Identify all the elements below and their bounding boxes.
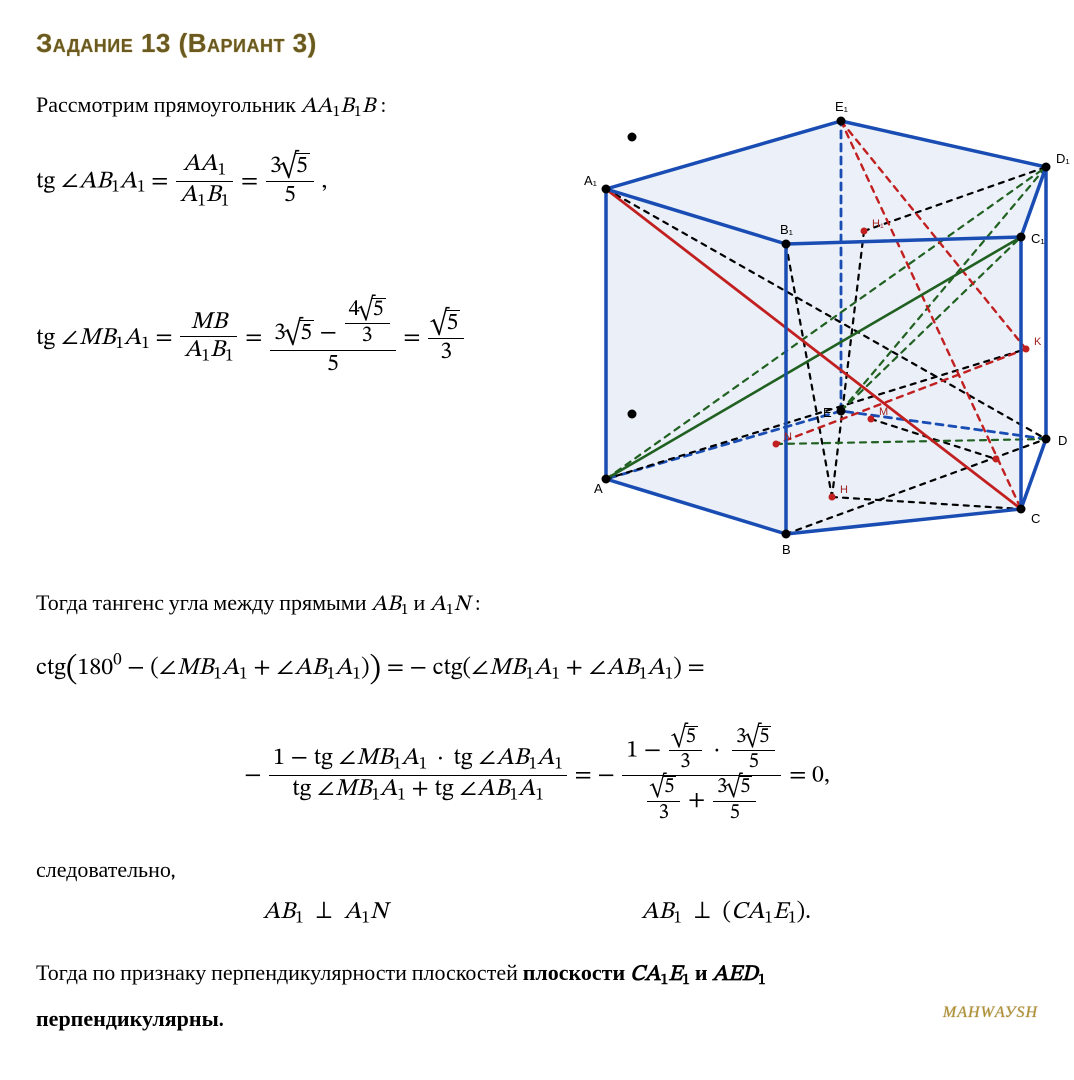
svg-text:M: M	[879, 406, 888, 418]
svg-text:B: B	[782, 542, 791, 557]
svg-text:N: N	[784, 431, 792, 443]
svg-text:D: D	[1058, 433, 1067, 448]
svg-text:D₁: D₁	[1056, 151, 1070, 166]
equation-2: tg MB1A1 = MB A1B1 = 35 − 45 3	[36, 298, 576, 378]
final-para: Тогда по признаку перпендикулярности пло…	[36, 951, 1038, 1041]
perp-statements: AB1 A1N AB1 (CA1E1).	[136, 897, 938, 929]
svg-text:H₁: H₁	[872, 218, 884, 230]
intro-text: Рассмотрим прямоугольник	[36, 92, 301, 118]
figure-column: A B C D E A₁ B₁ C₁ D₁ E₁ H₁ M N K H	[576, 89, 1074, 569]
svg-text:K: K	[1034, 336, 1042, 348]
page-title: Задание 13 (Вариант 3)	[36, 28, 1038, 59]
then-tangent-line: Тогда тангенс угла между прямыми AB1 и A…	[36, 587, 1038, 623]
svg-text:E₁: E₁	[835, 99, 849, 114]
svg-text:H: H	[840, 484, 848, 496]
svg-text:C₁: C₁	[1031, 231, 1045, 246]
prism-diagram: A B C D E A₁ B₁ C₁ D₁ E₁ H₁ M N K H	[576, 89, 1074, 569]
equation-1: tg AB1A1 = AA1 A1B1 = 35 5 ,	[36, 151, 576, 212]
svg-text:B₁: B₁	[780, 222, 794, 237]
ctg-line: ctg(1800 − (MB1A1 + AB1A1)) = − ctg(MB1A…	[36, 649, 1038, 690]
svg-text:C: C	[1031, 511, 1040, 526]
left-column: Рассмотрим прямоугольник AA1B1B : tg AB1…	[36, 89, 576, 420]
therefore-text: следовательно,	[36, 854, 1038, 887]
page-root: Задание 13 (Вариант 3) Рассмотрим прямоу…	[0, 0, 1074, 1080]
svg-text:A₁: A₁	[584, 173, 598, 188]
svg-text:A: A	[594, 481, 603, 496]
intro-paragraph: Рассмотрим прямоугольник AA1B1B :	[36, 89, 576, 125]
intro-expr: AA1B1B	[301, 96, 381, 118]
big-fraction-line: − 1 − tg MB1A1 tg AB1A1 tg MB1A1 + tg AB…	[36, 726, 1038, 826]
top-row: Рассмотрим прямоугольник AA1B1B : tg AB1…	[36, 89, 1038, 569]
svg-text:E: E	[823, 405, 832, 420]
